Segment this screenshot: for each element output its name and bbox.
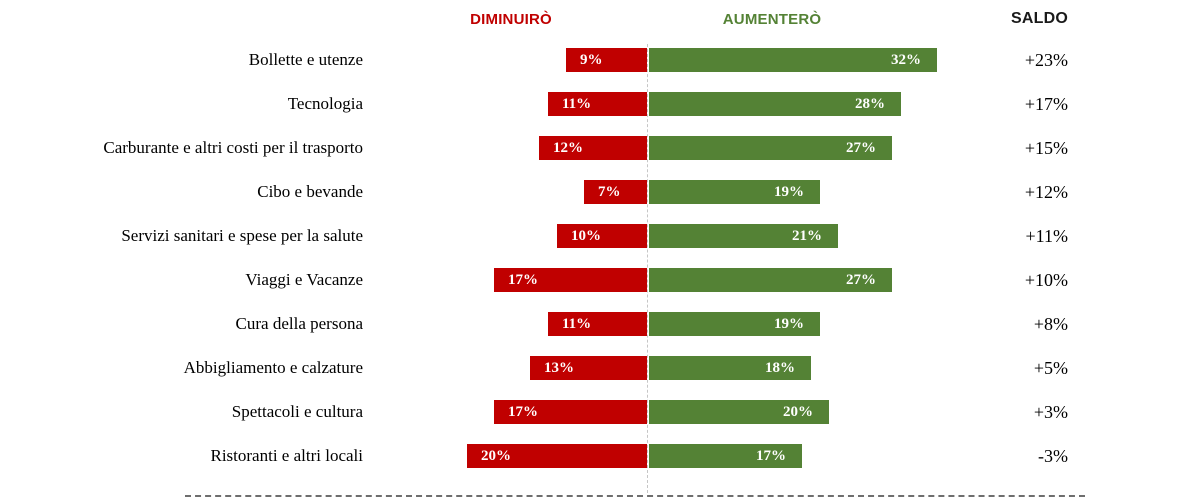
decrease-value-label: 17% xyxy=(508,403,538,420)
increase-bar: 17% xyxy=(649,444,802,468)
increase-bar-zone: 32% xyxy=(647,48,947,72)
category-label: Carburante e altri costi per il trasport… xyxy=(103,138,363,157)
increase-bar: 18% xyxy=(649,356,811,380)
increase-value-label: 21% xyxy=(792,227,822,244)
saldo-value: +8% xyxy=(1033,313,1068,334)
increase-bar-zone: 28% xyxy=(647,92,947,116)
decrease-bar-zone: 17% xyxy=(375,268,647,292)
chart-row: Cibo e bevande 7% 19% +12% xyxy=(0,170,1200,214)
decrease-bar: 20% xyxy=(467,444,647,468)
saldo-value: +3% xyxy=(1033,401,1068,422)
category-label: Abbigliamento e calzature xyxy=(183,358,363,377)
category-label: Tecnologia xyxy=(287,94,363,113)
decrease-bar: 12% xyxy=(539,136,647,160)
saldo-value: +15% xyxy=(1024,137,1068,158)
increase-value-label: 27% xyxy=(846,139,876,156)
category-label: Bollette e utenze xyxy=(248,50,363,69)
saldo-header: SALDO xyxy=(1011,10,1068,27)
increase-value-label: 27% xyxy=(846,271,876,288)
decrease-value-label: 17% xyxy=(508,271,538,288)
saldo-value: +11% xyxy=(1025,225,1068,246)
increase-bar-zone: 19% xyxy=(647,312,947,336)
increase-bar: 28% xyxy=(649,92,901,116)
increase-value-label: 28% xyxy=(855,95,885,112)
decrease-bar: 10% xyxy=(557,224,647,248)
chart-row: Cura della persona 11% 19% +8% xyxy=(0,302,1200,346)
saldo-value: +5% xyxy=(1033,357,1068,378)
decrease-bar: 13% xyxy=(530,356,647,380)
saldo-value: -3% xyxy=(1038,445,1068,466)
decrease-bar: 11% xyxy=(548,312,647,336)
increase-bar-zone: 19% xyxy=(647,180,947,204)
saldo-value: +17% xyxy=(1024,93,1068,114)
increase-value-label: 17% xyxy=(756,447,786,464)
decrease-value-label: 20% xyxy=(481,447,511,464)
decrease-bar-zone: 7% xyxy=(375,180,647,204)
decrease-bar-zone: 17% xyxy=(375,400,647,424)
saldo-value: +10% xyxy=(1024,269,1068,290)
increase-value-label: 32% xyxy=(891,51,921,68)
decrease-bar: 17% xyxy=(494,400,647,424)
increase-bar: 19% xyxy=(649,312,820,336)
increase-bar-zone: 27% xyxy=(647,268,947,292)
category-label: Servizi sanitari e spese per la salute xyxy=(121,226,363,245)
chart-row: Abbigliamento e calzature 13% 18% +5% xyxy=(0,346,1200,390)
rows: Bollette e utenze 9% 32% +23% Tecnologia… xyxy=(0,38,1200,478)
increase-bar-zone: 27% xyxy=(647,136,947,160)
decrease-value-label: 11% xyxy=(562,315,592,332)
decrease-bar: 9% xyxy=(566,48,647,72)
increase-header: AUMENTERÒ xyxy=(722,10,822,28)
decrease-bar-zone: 9% xyxy=(375,48,647,72)
increase-value-label: 19% xyxy=(774,183,804,200)
decrease-value-label: 7% xyxy=(598,183,621,200)
chart-row: Bollette e utenze 9% 32% +23% xyxy=(0,38,1200,82)
increase-bar: 27% xyxy=(649,136,892,160)
category-label: Spettacoli e cultura xyxy=(231,402,363,421)
increase-bar-zone: 17% xyxy=(647,444,947,468)
decrease-bar-zone: 20% xyxy=(375,444,647,468)
chart-row: Carburante e altri costi per il trasport… xyxy=(0,126,1200,170)
chart-header: DIMINUIRÒ AUMENTERÒ SALDO xyxy=(0,0,1200,38)
decrease-bar-zone: 11% xyxy=(375,312,647,336)
increase-bar-zone: 18% xyxy=(647,356,947,380)
decrease-value-label: 9% xyxy=(580,51,603,68)
decrease-bar: 7% xyxy=(584,180,647,204)
decrease-bar-zone: 11% xyxy=(375,92,647,116)
saldo-value: +12% xyxy=(1024,181,1068,202)
chart-row: Tecnologia 11% 28% +17% xyxy=(0,82,1200,126)
chart-row: Servizi sanitari e spese per la salute 1… xyxy=(0,214,1200,258)
increase-bar: 19% xyxy=(649,180,820,204)
decrease-bar-zone: 12% xyxy=(375,136,647,160)
chart-row: Viaggi e Vacanze 17% 27% +10% xyxy=(0,258,1200,302)
decrease-value-label: 13% xyxy=(544,359,574,376)
decrease-bar-zone: 10% xyxy=(375,224,647,248)
category-label: Ristoranti e altri locali xyxy=(210,446,364,465)
increase-bar-zone: 20% xyxy=(647,400,947,424)
increase-value-label: 20% xyxy=(783,403,813,420)
chart-row: Ristoranti e altri locali 20% 17% -3% xyxy=(0,434,1200,478)
bottom-axis-line xyxy=(185,495,1085,497)
increase-value-label: 18% xyxy=(765,359,795,376)
increase-bar: 27% xyxy=(649,268,892,292)
increase-bar: 20% xyxy=(649,400,829,424)
decrease-bar-zone: 13% xyxy=(375,356,647,380)
decrease-bar: 11% xyxy=(548,92,647,116)
increase-bar: 21% xyxy=(649,224,838,248)
decrease-bar: 17% xyxy=(494,268,647,292)
decrease-value-label: 11% xyxy=(562,95,592,112)
category-label: Cibo e bevande xyxy=(257,182,363,201)
saldo-value: +23% xyxy=(1024,49,1068,70)
increase-bar: 32% xyxy=(649,48,937,72)
category-label: Viaggi e Vacanze xyxy=(245,270,363,289)
category-label: Cura della persona xyxy=(235,314,363,333)
decrease-value-label: 10% xyxy=(571,227,601,244)
decrease-value-label: 12% xyxy=(553,139,583,156)
increase-bar-zone: 21% xyxy=(647,224,947,248)
chart-row: Spettacoli e cultura 17% 20% +3% xyxy=(0,390,1200,434)
increase-value-label: 19% xyxy=(774,315,804,332)
decrease-header: DIMINUIRÒ xyxy=(470,10,552,28)
